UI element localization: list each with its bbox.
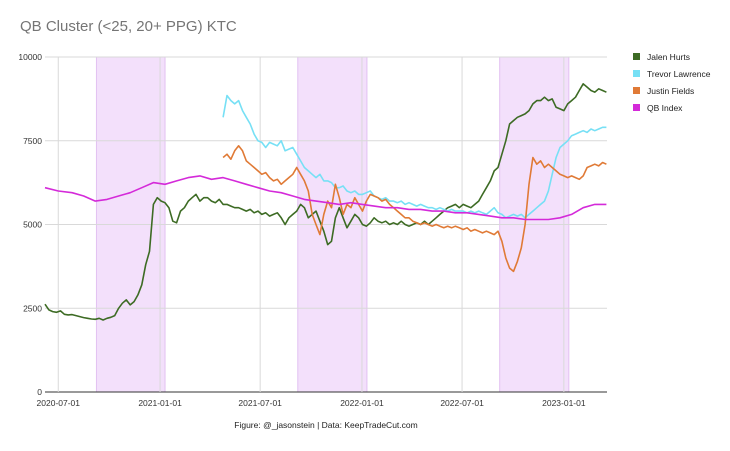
y-tick-label: 0: [37, 387, 42, 397]
x-tick-label: 2022-01-01: [340, 398, 384, 408]
legend-swatch: [633, 104, 640, 111]
y-tick-label: 10000: [18, 52, 42, 62]
chart-title: QB Cluster (<25, 20+ PPG) KTC: [20, 18, 237, 35]
legend-swatch: [633, 53, 640, 60]
x-tick-label: 2023-01-01: [542, 398, 586, 408]
y-tick-label: 2500: [23, 303, 42, 313]
series-line-jalen-hurts: [44, 83, 607, 321]
legend-label: QB Index: [647, 103, 683, 113]
legend-label: Trevor Lawrence: [647, 69, 711, 79]
x-tick-label: 2021-01-01: [138, 398, 182, 408]
series-line-justin-fields: [222, 145, 607, 273]
legend-swatch: [633, 70, 640, 77]
x-tick-label: 2021-07-01: [238, 398, 282, 408]
y-tick-label: 7500: [23, 136, 42, 146]
series-line-trevor-lawrence: [222, 94, 607, 219]
x-tick-label: 2020-07-01: [37, 398, 81, 408]
x-tick-label: 2022-07-01: [440, 398, 484, 408]
legend-swatch: [633, 87, 640, 94]
legend-label: Justin Fields: [647, 86, 694, 96]
y-tick-label: 5000: [23, 220, 42, 230]
series-line-qb-index: [44, 175, 607, 221]
legend-label: Jalen Hurts: [647, 52, 690, 62]
chart-caption: Figure: @_jasonstein | Data: KeepTradeCu…: [234, 420, 418, 430]
